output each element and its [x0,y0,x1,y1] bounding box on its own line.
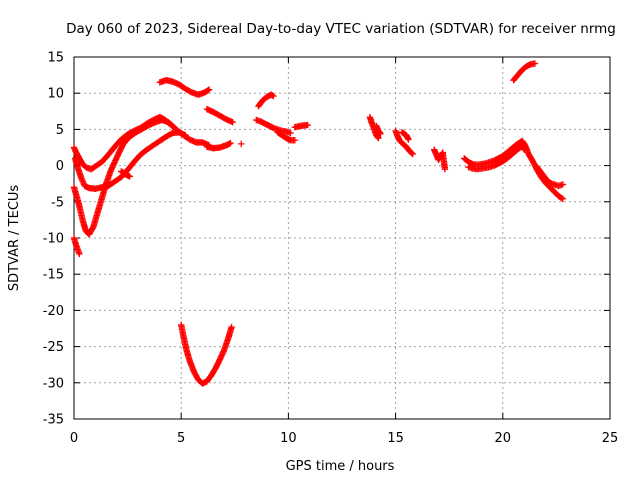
data-point-marker [76,250,83,258]
data-point-marker [229,118,236,126]
series-track-22 [533,163,567,190]
y-tick-label: 15 [47,51,64,66]
y-axis-label: SDTVAR / TECUs [7,185,22,292]
y-tick-label: -5 [51,195,64,210]
data-point-marker [559,195,567,203]
y-tick-label: 10 [47,87,64,102]
series-track-23 [510,60,539,84]
series-track-6 [156,76,213,98]
series-track-5 [117,168,133,180]
x-axis-label: GPS time / hours [286,459,395,474]
series-track-19 [430,146,449,173]
series-track-9 [238,140,245,148]
data-point-marker [374,133,381,141]
data-point-marker [559,181,567,188]
series-track-2 [70,116,178,238]
x-tick-label: 10 [280,431,297,446]
data-point-marker [531,60,539,67]
data-point-marker [441,166,449,173]
grid-lines [74,57,610,419]
y-tick-label: 5 [56,123,64,138]
y-tick-label: -10 [43,232,64,247]
series-track-10 [178,321,235,387]
data-point-marker [182,131,189,139]
data-point-marker [409,150,416,158]
series-track-14 [291,121,311,131]
y-tick-label: -20 [43,304,64,319]
data-point-marker [375,134,382,142]
data-point-marker [270,92,277,100]
data-point-marker [269,92,276,99]
series-track-11 [253,116,294,137]
chart-title: Day 060 of 2023, Sidereal Day-to-day VTE… [66,21,616,37]
data-point-marker [408,149,415,157]
series-track-21 [465,142,528,173]
series-track-4 [70,234,83,258]
data-point-marker [126,173,133,180]
data-point-marker [287,129,294,137]
series-track-3 [71,129,189,192]
y-tick-label: 0 [56,159,64,174]
y-tick-label: -25 [43,340,64,355]
x-tick-label: 15 [387,431,404,446]
data-point-marker [205,86,213,93]
data-point-marker [291,137,299,144]
y-tick-label: -35 [43,413,64,428]
data-point-marker [520,145,527,152]
y-tick-label: -15 [43,268,64,283]
data-point-marker [170,123,177,131]
x-tick-label: 0 [70,431,78,446]
series-track-18 [398,129,412,143]
data-point-marker [227,139,234,147]
data-point-marker [521,146,528,153]
data-point-marker [204,87,212,94]
data-point-marker [377,130,384,137]
series-track-16 [373,122,384,137]
series-track-17 [392,127,416,158]
data-series [70,60,567,387]
x-tick-label: 25 [602,431,619,446]
axes: 0 5 10 15 20 25 15 10 5 0 -5 -10 -15 -20 -25 -30 -35 [43,51,619,447]
data-point-marker [405,136,412,143]
y-tick-label: -30 [43,376,64,391]
data-point-marker [376,129,384,136]
data-point-marker [238,140,245,148]
series-track-7 [203,105,236,126]
series-track-1 [70,113,213,173]
series-track-8 [203,139,234,152]
data-point-marker [558,194,565,202]
x-tick-label: 20 [495,431,512,446]
x-tick-label: 5 [177,431,185,446]
series-track-12 [255,91,277,110]
data-point-marker [304,121,311,129]
data-point-marker [228,323,235,331]
series-track-13 [274,129,299,144]
